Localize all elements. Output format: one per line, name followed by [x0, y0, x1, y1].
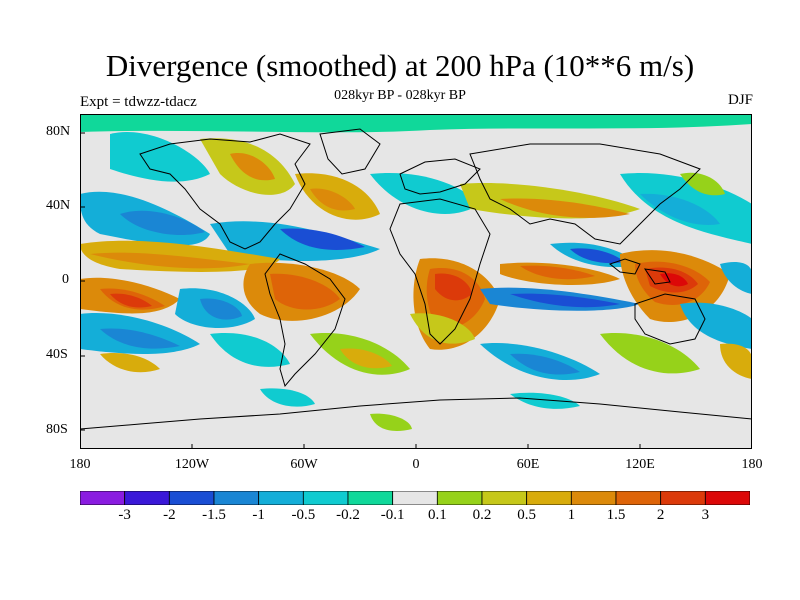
- colorbar-swatch: [124, 491, 170, 505]
- colorbar-swatch: [704, 491, 750, 505]
- lon-label-60w: 60W: [290, 457, 318, 472]
- colorbar-swatch: [80, 491, 126, 505]
- colorbar-tick-label: -1.5: [202, 507, 226, 523]
- colorbar-swatch: [481, 491, 528, 505]
- colorbar-tick-label: 0.1: [427, 507, 447, 523]
- experiment-label: Expt = tdwzz-tdacz: [80, 94, 197, 110]
- colorbar-swatch: [436, 491, 483, 505]
- lon-label-0: 0: [412, 457, 420, 472]
- colorbar-tick-label: -0.1: [380, 507, 405, 523]
- colorbar-tick-label: -3: [118, 507, 131, 523]
- lon-label-120e: 120E: [625, 457, 655, 472]
- colorbar-swatch: [258, 491, 304, 505]
- colorbar-tick-label: -2: [163, 507, 176, 523]
- lat-label-80s: 80S: [46, 422, 68, 437]
- coastlines: [80, 128, 752, 430]
- map-title: Divergence (smoothed) at 200 hPa (10**6 …: [105, 48, 695, 83]
- colorbar-swatch: [302, 491, 349, 505]
- divergence-map: [80, 114, 752, 449]
- colorbar-tick-label: 0.5: [517, 507, 537, 523]
- axis-ticks: [80, 132, 641, 449]
- colorbar-tick-label: 0.2: [472, 507, 492, 523]
- lon-label-120w: 120W: [174, 457, 210, 472]
- colorbar-swatch: [168, 491, 215, 505]
- lon-label-180w: 180: [69, 457, 91, 472]
- lon-label-60e: 60E: [516, 457, 540, 472]
- colorbar-tick-label: -0.2: [336, 507, 360, 523]
- lat-label-0: 0: [62, 272, 69, 287]
- colorbar-swatch: [392, 491, 438, 505]
- map-subtitle: 028kyr BP - 028kyr BP: [334, 88, 466, 103]
- colorbar-swatch: [526, 491, 572, 505]
- lat-label-80n: 80N: [46, 124, 71, 139]
- colorbar-swatch: [213, 491, 260, 505]
- colorbar-swatch: [347, 491, 394, 505]
- colorbar-tick-label: 1: [567, 507, 576, 523]
- colorbar: [80, 491, 750, 505]
- colorbar-tick-label: 1.5: [606, 507, 626, 523]
- colorbar-swatch: [660, 491, 706, 505]
- colorbar-tick-label: -0.5: [291, 507, 316, 523]
- colorbar-tick-label: 2: [656, 507, 665, 523]
- lat-label-40n: 40N: [46, 198, 71, 213]
- colorbar-tick-label: 3: [701, 507, 710, 523]
- divergence-field: [80, 114, 752, 432]
- lon-label-180e: 180: [741, 457, 763, 472]
- colorbar-swatch: [615, 491, 662, 505]
- season-label: DJF: [727, 92, 753, 108]
- lat-label-40s: 40S: [46, 347, 68, 362]
- colorbar-tick-label: -1: [252, 507, 265, 523]
- colorbar-swatch: [570, 491, 617, 505]
